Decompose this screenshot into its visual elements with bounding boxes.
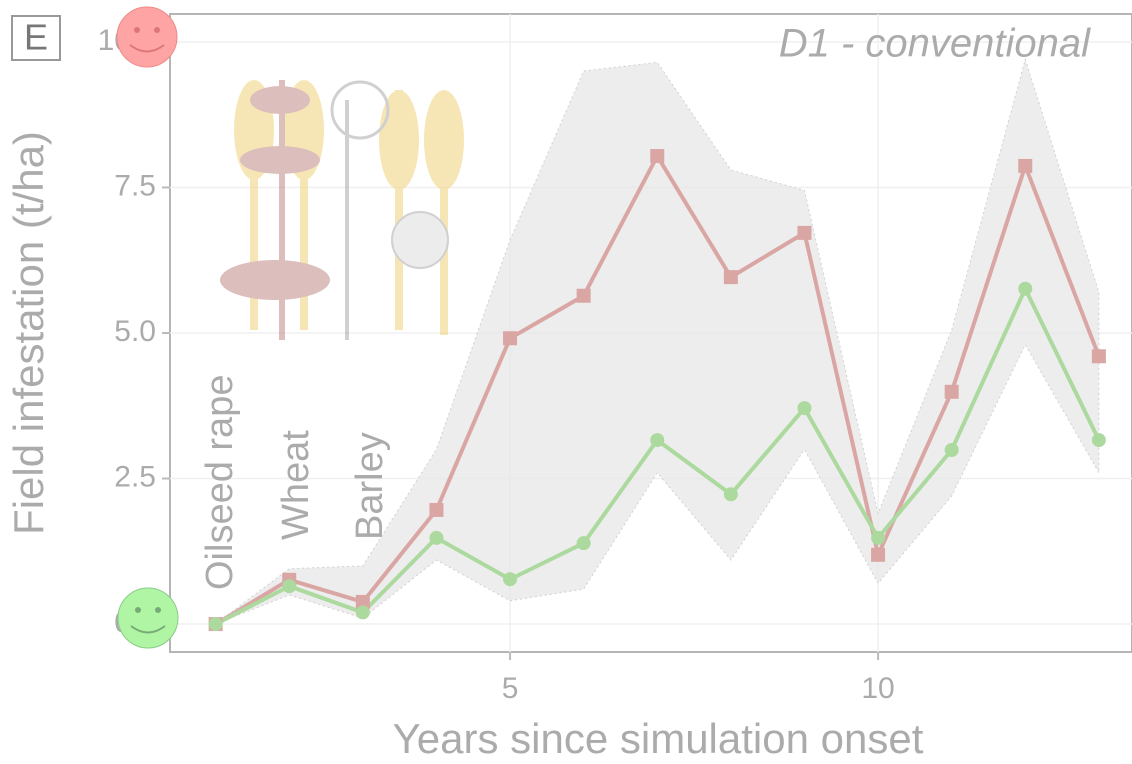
point [650,149,665,164]
y-tick-label: 5.0 [114,315,156,348]
point [944,384,959,399]
point [208,617,223,632]
point [282,579,297,594]
point [576,288,591,303]
y-axis-label: Field infestation (t/ha) [5,131,52,535]
crop-labels: Oilseed rape Wheat Barley [199,375,391,590]
plant-illustration [220,80,464,340]
crop-label: Oilseed rape [199,375,241,590]
smiley-top [116,6,178,68]
annotation: D1 - conventional [779,22,1091,66]
point [429,502,444,517]
point [355,605,370,620]
point [1018,281,1033,296]
point [723,270,738,285]
point [355,594,370,609]
point [1018,158,1033,173]
point [576,536,591,551]
point [871,547,886,562]
x-tick-label: 5 [502,672,519,705]
marks [208,57,1106,632]
panel-box [11,15,61,61]
y-tick-label: 7.5 [114,169,156,202]
panel-label: E [24,17,48,58]
y-tick-label: 2.5 [114,460,156,493]
point [429,530,444,545]
point [723,487,738,502]
point [871,530,886,545]
point [797,225,812,240]
point [503,572,518,587]
point [944,443,959,458]
point [1091,433,1106,448]
x-tick-label: 10 [861,672,894,705]
x-axis-label: Years since simulation onset [393,715,924,762]
point [797,401,812,416]
confidence-band [215,57,1100,625]
smiley-bottom [117,587,179,649]
point [503,331,518,346]
crop-label: Wheat [275,430,317,540]
crop-label: Barley [349,432,391,540]
point [1091,349,1106,364]
point [650,433,665,448]
